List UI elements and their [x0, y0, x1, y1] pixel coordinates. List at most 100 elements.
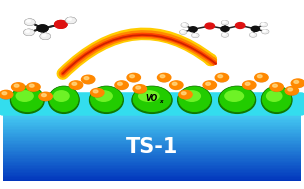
Ellipse shape [49, 86, 79, 112]
Bar [3, 165, 301, 166]
Bar [3, 176, 301, 177]
Bar [3, 173, 301, 174]
Bar [3, 155, 301, 156]
Bar [3, 116, 301, 118]
Ellipse shape [177, 86, 212, 114]
Text: TS-1: TS-1 [126, 137, 178, 157]
Bar [3, 111, 301, 112]
Circle shape [24, 19, 35, 26]
Circle shape [179, 90, 192, 99]
Ellipse shape [95, 90, 113, 102]
Bar [3, 123, 301, 125]
Circle shape [128, 75, 140, 82]
Bar [3, 172, 301, 173]
Bar [3, 144, 301, 145]
Bar [3, 126, 301, 127]
Circle shape [14, 84, 19, 87]
Circle shape [12, 84, 24, 91]
Bar [3, 100, 301, 101]
Circle shape [182, 23, 185, 25]
Circle shape [55, 21, 67, 28]
Circle shape [251, 33, 254, 35]
Bar [3, 166, 301, 168]
Circle shape [180, 92, 191, 99]
Circle shape [263, 30, 266, 32]
Circle shape [223, 21, 226, 23]
Bar [3, 132, 301, 133]
Circle shape [81, 75, 95, 84]
Bar [3, 140, 301, 141]
Circle shape [261, 23, 264, 25]
Circle shape [65, 17, 76, 24]
Bar [3, 129, 301, 130]
Ellipse shape [224, 90, 244, 102]
Circle shape [42, 34, 46, 36]
Circle shape [172, 82, 177, 85]
Circle shape [68, 18, 71, 20]
Ellipse shape [261, 86, 292, 114]
FancyArrowPatch shape [63, 34, 213, 74]
Bar [3, 169, 301, 170]
Bar [3, 120, 301, 122]
Ellipse shape [90, 86, 123, 112]
Circle shape [70, 82, 82, 90]
Bar [3, 168, 301, 169]
Circle shape [118, 82, 122, 85]
Bar [3, 98, 301, 100]
Circle shape [82, 77, 94, 84]
Circle shape [40, 94, 51, 101]
Text: x: x [159, 99, 162, 104]
Circle shape [157, 73, 171, 82]
Circle shape [23, 29, 34, 36]
Circle shape [192, 33, 199, 38]
Bar [3, 170, 301, 172]
Circle shape [40, 33, 51, 40]
Circle shape [23, 29, 34, 36]
Circle shape [2, 92, 7, 95]
Circle shape [69, 81, 83, 89]
Circle shape [245, 82, 250, 85]
Circle shape [244, 82, 255, 90]
Bar [3, 101, 301, 102]
Circle shape [236, 23, 245, 29]
Ellipse shape [261, 86, 292, 112]
Bar [3, 130, 301, 132]
Bar [3, 180, 301, 181]
Circle shape [181, 30, 184, 32]
Circle shape [256, 75, 267, 82]
Bar [3, 102, 301, 104]
Bar [3, 134, 301, 136]
Circle shape [255, 73, 268, 82]
Circle shape [181, 92, 186, 95]
Ellipse shape [183, 90, 201, 102]
Circle shape [270, 83, 283, 91]
Bar [3, 136, 301, 137]
Circle shape [257, 75, 262, 78]
Bar [3, 154, 301, 155]
Bar [3, 112, 301, 114]
Bar [3, 105, 301, 107]
Ellipse shape [219, 86, 255, 112]
Circle shape [40, 33, 51, 40]
Bar [3, 162, 301, 163]
Circle shape [205, 23, 214, 29]
Circle shape [134, 86, 146, 93]
Bar [3, 143, 301, 144]
Circle shape [221, 26, 229, 31]
Circle shape [130, 75, 134, 78]
Circle shape [204, 82, 216, 90]
Circle shape [0, 90, 13, 99]
Circle shape [93, 90, 98, 93]
Circle shape [249, 33, 257, 37]
Circle shape [179, 30, 187, 35]
FancyArrowPatch shape [63, 35, 216, 74]
Circle shape [223, 33, 226, 35]
Circle shape [42, 94, 46, 97]
Bar [3, 115, 301, 116]
Circle shape [218, 75, 223, 78]
Circle shape [72, 82, 77, 85]
Circle shape [91, 88, 104, 97]
Bar [3, 139, 301, 140]
Ellipse shape [11, 86, 44, 112]
Bar [3, 118, 301, 119]
